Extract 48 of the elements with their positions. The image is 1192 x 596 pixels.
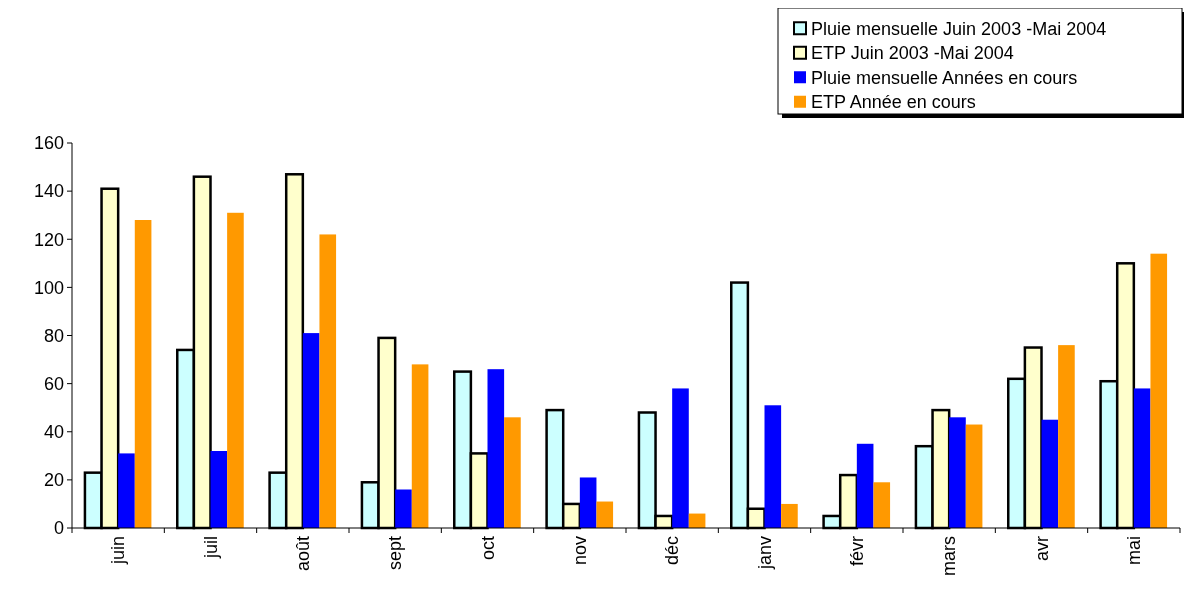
bar	[1150, 253, 1168, 528]
bar	[134, 220, 152, 528]
y-tick-label: 0	[53, 518, 64, 539]
x-tick-label: nov	[569, 536, 590, 566]
bar	[856, 443, 874, 528]
bar	[210, 451, 228, 528]
bar	[949, 417, 966, 528]
x-tick-label: avr	[1031, 536, 1052, 562]
bar	[873, 482, 891, 528]
x-tick-label: juin	[108, 536, 129, 566]
bar	[118, 453, 135, 528]
legend-label: Pluie mensuelle Années en cours	[811, 67, 1078, 88]
legend-label: ETP Année en cours	[811, 92, 976, 113]
bar	[672, 388, 689, 528]
bar	[1041, 419, 1059, 528]
y-tick-label: 140	[33, 181, 64, 202]
bar	[1058, 345, 1075, 528]
bar	[319, 234, 337, 528]
bar	[487, 369, 505, 528]
bar	[411, 364, 429, 528]
x-tick-label: mars	[939, 536, 960, 576]
bar	[395, 489, 412, 528]
y-tick-label: 160	[33, 133, 64, 154]
bar	[1133, 388, 1151, 528]
y-tick-label: 80	[43, 325, 64, 346]
bar	[504, 417, 521, 528]
x-tick-label: août	[292, 536, 313, 572]
y-tick-label: 60	[43, 373, 64, 394]
x-tick-label: févr	[846, 536, 867, 567]
legend-label: Pluie mensuelle Juin 2003 -Mai 2004	[811, 18, 1107, 39]
y-tick-label: 20	[43, 470, 64, 491]
x-tick-label: oct	[477, 536, 498, 561]
bar	[781, 503, 798, 528]
bar	[764, 405, 782, 528]
y-tick-label: 100	[33, 277, 64, 298]
x-tick-label: mai	[1123, 536, 1144, 566]
bar	[579, 477, 597, 528]
bar	[965, 424, 983, 528]
bar	[596, 501, 614, 528]
x-tick-label: juil	[200, 536, 221, 560]
y-tick-label: 120	[33, 229, 64, 250]
x-tick-label: janv	[754, 536, 775, 571]
y-tick-label: 40	[43, 422, 64, 443]
x-tick-label: sept	[385, 536, 406, 571]
bar	[302, 333, 320, 528]
bar	[227, 212, 244, 528]
x-tick-label: déc	[662, 536, 683, 566]
legend-label: ETP Juin 2003 -Mai 2004	[811, 43, 1014, 64]
